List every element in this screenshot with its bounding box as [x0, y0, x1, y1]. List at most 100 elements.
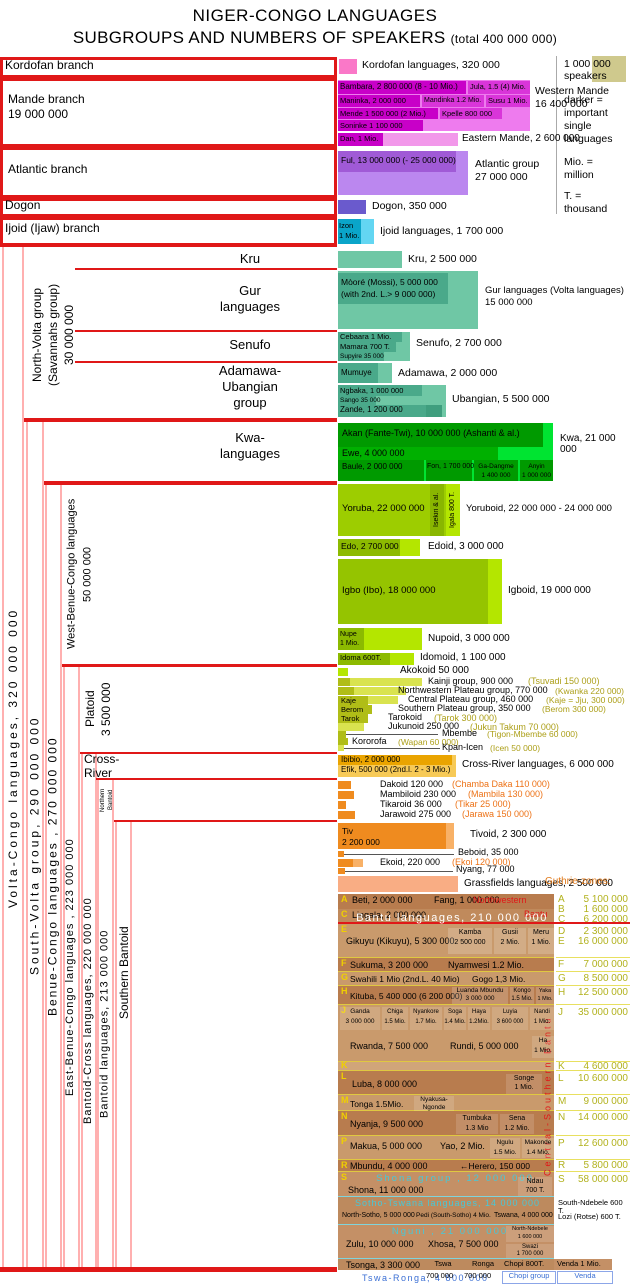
- bantu-row-s3: [338, 1225, 554, 1259]
- zande-bar: [338, 405, 426, 417]
- yoruba-value: Yoruba, 22 000 000: [342, 503, 425, 514]
- igbo-bar: [338, 559, 488, 624]
- kordofan-branch-label: Kordofan branch: [5, 58, 94, 72]
- red-line-benue-top: [44, 481, 337, 485]
- adamawa-col-label: Adamawa- Ubangian group: [218, 363, 282, 410]
- sukuma-value: Sukuma, 3 200 000: [350, 960, 429, 970]
- guthrie-value-s: 58 000 000: [577, 1174, 628, 1185]
- igboid-label: Igboid, 19 000 000: [508, 585, 591, 596]
- bantu-row-g: [338, 972, 554, 986]
- berom-bar: [338, 705, 372, 714]
- nguni-label: Nguni , 21 000 000: [391, 1226, 509, 1237]
- venda-group-box: Venda: [557, 1271, 613, 1284]
- guthrie-value-n: 14 000 000: [577, 1112, 628, 1123]
- bambara-bar: [338, 81, 466, 94]
- bantu-row-k: [338, 1062, 554, 1071]
- isekiri-value: Isekiri & al.: [433, 492, 441, 528]
- tikaroid-label: Tikaroid 36 000: [380, 799, 442, 809]
- ewe-value: Ewe, 4 000 000: [342, 448, 405, 458]
- ubangian-label: Ubangian, 5 500 000: [452, 393, 550, 405]
- mende-bar: [338, 108, 438, 119]
- beti-value: Beti, 2 000 000: [352, 895, 413, 905]
- mande-branch-box: [0, 78, 337, 147]
- ijoid-value: Ijoid languages, 1 700 000: [380, 225, 504, 237]
- berom-value: Berom: [341, 705, 364, 714]
- guthrie-value-h: 12 500 000: [577, 987, 628, 998]
- ekoid-tail: [353, 859, 363, 867]
- ibibio-value: Ibibio, 2 000 000: [341, 755, 401, 764]
- north-volta-label-1: North-Volta group: [30, 287, 45, 383]
- pink-line: [2, 246, 4, 1270]
- guthrie-value-p: 12 600 000: [577, 1138, 628, 1149]
- gadangme-bar: [474, 460, 518, 481]
- nupoid-label: Nupoid, 3 000 000: [428, 633, 510, 644]
- tikaroid-bar: [338, 801, 346, 809]
- ekoid-note: (Ekoi 120 000): [452, 857, 511, 867]
- mbundu-value: Mbundu, 4 000 000: [350, 1161, 428, 1171]
- zones-col-line: [556, 971, 630, 972]
- nandi-cell: Nandi 1 Mio.: [530, 1007, 554, 1030]
- atlantic-branch-label: Atlantic branch: [8, 162, 88, 176]
- edo-bar: [338, 539, 400, 556]
- volta-congo-label: Volta-Congo languages, 320 000 000: [6, 607, 21, 908]
- guthrie-value-m: 9 000 000: [583, 1096, 629, 1107]
- platoid-label-2: 3 500 000: [99, 682, 114, 736]
- nupoid-tail: [364, 628, 422, 650]
- beboid-arrow: [344, 854, 454, 855]
- southernplateau-label: Southern Plateau group, 350 000: [398, 703, 531, 713]
- guthrie-zone-k: K: [558, 1061, 565, 1072]
- bantu-zone-divider: [338, 1061, 554, 1062]
- moore-value: Mòoré (Mossi), 5 000 000 (with 2nd. L.> …: [341, 277, 438, 299]
- guthrie-zone-j: J: [558, 1007, 563, 1018]
- east-benue-congo-label: East-Benue-Congo languages , 223 000 000: [64, 838, 77, 1096]
- bantu-row-j: [338, 1005, 554, 1062]
- shona-divider: [338, 1196, 554, 1197]
- mamara-bar: [338, 342, 396, 352]
- bantu-zone-divider: [338, 1171, 554, 1172]
- kpanicen-label: Kpan-Icen: [442, 742, 484, 752]
- bantu-zone-divider: [338, 957, 554, 958]
- central-southern-bantu-label: Central-Southern Bantu: [542, 1015, 553, 1177]
- southernplateau-note: (Berom 300 000): [542, 704, 606, 714]
- tswa-700-value: 700 000: [426, 1271, 454, 1280]
- guthrie-zone-c: C: [558, 914, 566, 925]
- edoid-label: Edoid, 3 000 000: [428, 541, 504, 552]
- gur-col-label: Gur languages: [220, 283, 280, 314]
- makua-value: Makua, 5 000 000: [350, 1141, 423, 1151]
- guthrie-value-k: 4 600 000: [583, 1061, 629, 1072]
- chiga-cell: Chiga 1.5 Mio.: [382, 1007, 408, 1030]
- ngbaka-bar: [338, 385, 422, 396]
- bantu-row-m: [338, 1095, 554, 1111]
- nupe-value: Nupe 1 Mio.: [340, 631, 360, 647]
- zande-bar-extra: [426, 405, 442, 417]
- mumuye-value: Mumuye: [341, 368, 372, 377]
- yoruboid-label: Yoruboid, 22 000 000 - 24 000 000: [466, 503, 612, 514]
- wbc-label-1: West-Benue-Congo languages: [65, 498, 78, 650]
- mbembe-note: (Tigon-Mbembe 60 000): [487, 729, 578, 739]
- guthrie-value-f: 7 000 000: [583, 959, 629, 970]
- kaje-bar: [338, 696, 368, 705]
- zone-letter-f: F: [341, 958, 347, 968]
- ewe-bar: [338, 447, 498, 460]
- guthrie-value-e: 16 000 000: [577, 936, 628, 947]
- tsonga-value: Tsonga, 3 300 000: [346, 1260, 421, 1270]
- shona-value: Shona, 11 000 000: [348, 1185, 424, 1195]
- dan-value: Dan, 1 Mio.: [340, 134, 379, 143]
- kainji-bar: [350, 678, 422, 686]
- pink-line: [42, 421, 44, 1270]
- idoma-bar: [338, 653, 390, 665]
- northern-bantoid-label-2: Bantoid: [107, 789, 114, 811]
- guthrie-zone-e: E: [558, 936, 565, 947]
- edo-value: Edo, 2 700 000: [341, 541, 399, 551]
- red-line-crossriver-top: [80, 752, 337, 754]
- ngulu-cell: Ngulu 1.5 Mio.: [490, 1138, 520, 1158]
- makonde-cell: Makonde 1.4 Mio.: [522, 1138, 554, 1158]
- bantu-zone-divider: [338, 1094, 554, 1095]
- red-line-gur-senufo: [75, 330, 337, 332]
- wbc-label-2: 50 000 000: [81, 546, 94, 602]
- akokoid-label: Akokoid 50 000: [400, 665, 469, 676]
- dakoid-bar: [338, 781, 351, 789]
- crossriver-label: Cross-River languages, 6 000 000: [462, 759, 614, 770]
- dakoid-label: Dakoid 120 000: [380, 779, 444, 789]
- bantoid-languages-label: Bantoid languages, 213 000 000: [98, 929, 111, 1118]
